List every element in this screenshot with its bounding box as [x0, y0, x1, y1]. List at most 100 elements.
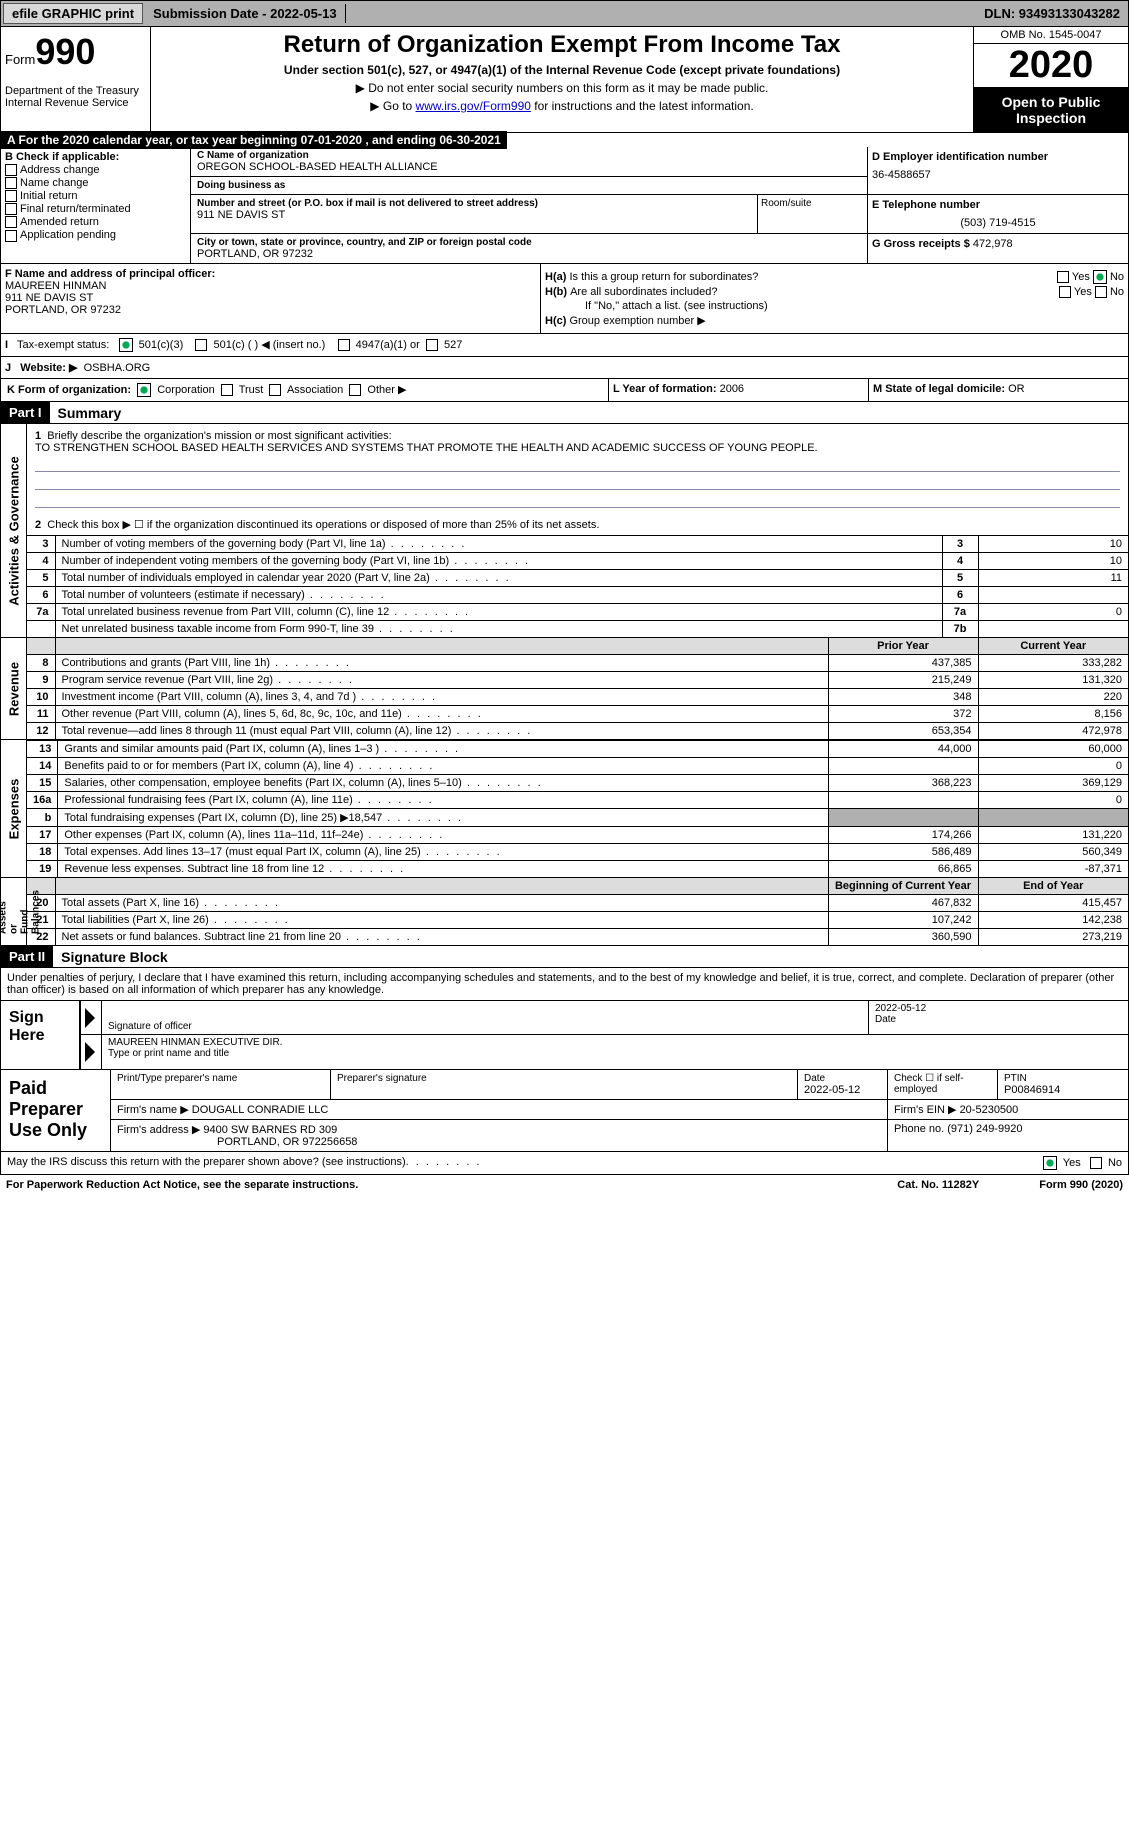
table-row: 14Benefits paid to or for members (Part …	[27, 758, 1128, 775]
table-row: 20Total assets (Part X, line 16)467,8324…	[27, 895, 1128, 912]
col-curr: Current Year	[978, 638, 1128, 655]
section-b: B Check if applicable: Address change Na…	[1, 147, 191, 263]
table-row: 12Total revenue—add lines 8 through 11 (…	[27, 723, 1128, 740]
i-letter: I	[5, 339, 8, 351]
b-opt-0: Address change	[20, 164, 100, 176]
table-row: 18Total expenses. Add lines 13–17 (must …	[27, 844, 1128, 861]
sig-date-label: Date	[875, 1014, 1122, 1025]
checkbox-icon[interactable]	[1057, 271, 1069, 283]
c-name-value: OREGON SCHOOL-BASED HEALTH ALLIANCE	[197, 161, 861, 173]
c-room-label: Room/suite	[761, 198, 864, 209]
netassets-section: Net Assets or Fund Balances Beginning of…	[0, 878, 1129, 946]
checkbox-icon	[5, 203, 17, 215]
header-mid: Return of Organization Exempt From Incom…	[151, 27, 973, 132]
preparer-date: Date 2022-05-12	[798, 1070, 888, 1099]
arrow-icon	[85, 1042, 95, 1062]
revenue-section: Revenue Prior Year Current Year 8Contrib…	[0, 638, 1129, 740]
b-initial-return[interactable]: Initial return	[5, 190, 186, 202]
form-990: 990	[35, 31, 95, 72]
checkbox-checked-icon[interactable]	[1043, 1156, 1057, 1170]
k-assoc: Association	[287, 384, 343, 396]
section-h: H(a) Is this a group return for subordin…	[541, 264, 1128, 333]
checkbox-icon[interactable]	[426, 339, 438, 351]
no-label: No	[1110, 286, 1124, 298]
form-title: Return of Organization Exempt From Incom…	[155, 31, 969, 59]
i-4947: 4947(a)(1) or	[356, 339, 420, 351]
b-final-return[interactable]: Final return/terminated	[5, 203, 186, 215]
table-row: 21Total liabilities (Part X, line 26)107…	[27, 912, 1128, 929]
expenses-section: Expenses 13Grants and similar amounts pa…	[0, 740, 1129, 878]
table-row: 6Total number of volunteers (estimate if…	[27, 587, 1128, 604]
table-row: 17Other expenses (Part IX, column (A), l…	[27, 827, 1128, 844]
c-addr-value: 911 NE DAVIS ST	[197, 209, 751, 221]
f-name: MAUREEN HINMAN	[5, 280, 536, 292]
i-501c3: 501(c)(3)	[139, 339, 184, 351]
i-501c: 501(c) ( ) ◀ (insert no.)	[214, 339, 326, 351]
side-expenses: Expenses	[1, 740, 27, 877]
checkbox-icon[interactable]	[1095, 286, 1107, 298]
side-netassets: Net Assets or Fund Balances	[1, 878, 27, 945]
part1-header: Part I Summary	[0, 402, 1129, 424]
e-label: E Telephone number	[872, 199, 1124, 211]
b-name-change[interactable]: Name change	[5, 177, 186, 189]
checkbox-icon[interactable]	[1090, 1157, 1102, 1169]
firm-ein-value: 20-5230500	[960, 1104, 1019, 1116]
c-name-label: C Name of organization	[197, 150, 861, 161]
table-row: 11Other revenue (Part VIII, column (A), …	[27, 706, 1128, 723]
f-addr2: PORTLAND, OR 97232	[5, 304, 536, 316]
preparer-signature[interactable]: Preparer's signature	[331, 1070, 798, 1099]
k-other: Other ▶	[367, 384, 406, 396]
table-row: 3Number of voting members of the governi…	[27, 536, 1128, 553]
b-opt-2: Initial return	[20, 190, 77, 202]
type-label: Type or print name and title	[108, 1048, 1122, 1059]
sign-here-block: Sign Here Signature of officer 2022-05-1…	[0, 1001, 1129, 1070]
sig-date-value: 2022-05-12	[875, 1003, 1122, 1014]
checkbox-checked-icon[interactable]	[137, 383, 151, 397]
department: Department of the Treasury Internal Reve…	[5, 85, 146, 109]
f-addr1: 911 NE DAVIS ST	[5, 292, 536, 304]
goto-pre: ▶ Go to	[370, 99, 415, 113]
d-value: 36-4588657	[872, 169, 1124, 181]
preparer-self-employed[interactable]: Check ☐ if self-employed	[888, 1070, 998, 1099]
k-label: K Form of organization:	[7, 384, 131, 396]
hc-text: Group exemption number ▶	[569, 314, 705, 327]
checkbox-icon[interactable]	[1059, 286, 1071, 298]
k-corp: Corporation	[157, 384, 214, 396]
checkbox-icon[interactable]	[349, 384, 361, 396]
checkbox-icon[interactable]	[269, 384, 281, 396]
firm-addr2: PORTLAND, OR 972256658	[217, 1136, 357, 1148]
checkbox-icon[interactable]	[195, 339, 207, 351]
g-value: 472,978	[973, 238, 1013, 250]
j-label: Website: ▶	[20, 362, 77, 374]
open-inspection: Open to Public Inspection	[974, 88, 1128, 132]
checkbox-icon[interactable]	[221, 384, 233, 396]
paid-preparer-block: Paid Preparer Use Only Print/Type prepar…	[0, 1070, 1129, 1152]
b-address-change[interactable]: Address change	[5, 164, 186, 176]
b-amended-return[interactable]: Amended return	[5, 216, 186, 228]
l-label: L Year of formation:	[613, 383, 717, 395]
efile-print-button[interactable]: efile GRAPHIC print	[3, 3, 143, 24]
checkbox-checked-icon[interactable]	[1093, 270, 1107, 284]
revenue-table: Prior Year Current Year 8Contributions a…	[27, 638, 1128, 739]
c-city-value: PORTLAND, OR 97232	[197, 248, 861, 260]
l-value: 2006	[720, 383, 744, 395]
i-527: 527	[444, 339, 462, 351]
side-rev-text: Revenue	[6, 662, 21, 716]
c-city-label: City or town, state or province, country…	[197, 237, 861, 248]
checkbox-icon[interactable]	[338, 339, 350, 351]
arrow-icon	[85, 1008, 95, 1028]
section-l: L Year of formation: 2006	[608, 379, 868, 401]
name-title-value: MAUREEN HINMAN EXECUTIVE DIR.	[108, 1037, 1122, 1048]
checkbox-checked-icon[interactable]	[119, 338, 133, 352]
c-city: City or town, state or province, country…	[191, 234, 867, 263]
b-application-pending[interactable]: Application pending	[5, 229, 186, 241]
p-date-value: 2022-05-12	[804, 1084, 881, 1096]
ha-label: H(a)	[545, 271, 566, 283]
header-left: Form990 Department of the Treasury Inter…	[1, 27, 151, 132]
yes-label: Yes	[1072, 271, 1090, 283]
irs-link[interactable]: www.irs.gov/Form990	[416, 99, 531, 113]
officer-signature[interactable]: Signature of officer	[101, 1001, 868, 1034]
p-sig-label: Preparer's signature	[337, 1073, 791, 1084]
c-room: Room/suite	[757, 195, 867, 234]
firm-ein: Firm's EIN ▶ 20-5230500	[888, 1100, 1128, 1119]
